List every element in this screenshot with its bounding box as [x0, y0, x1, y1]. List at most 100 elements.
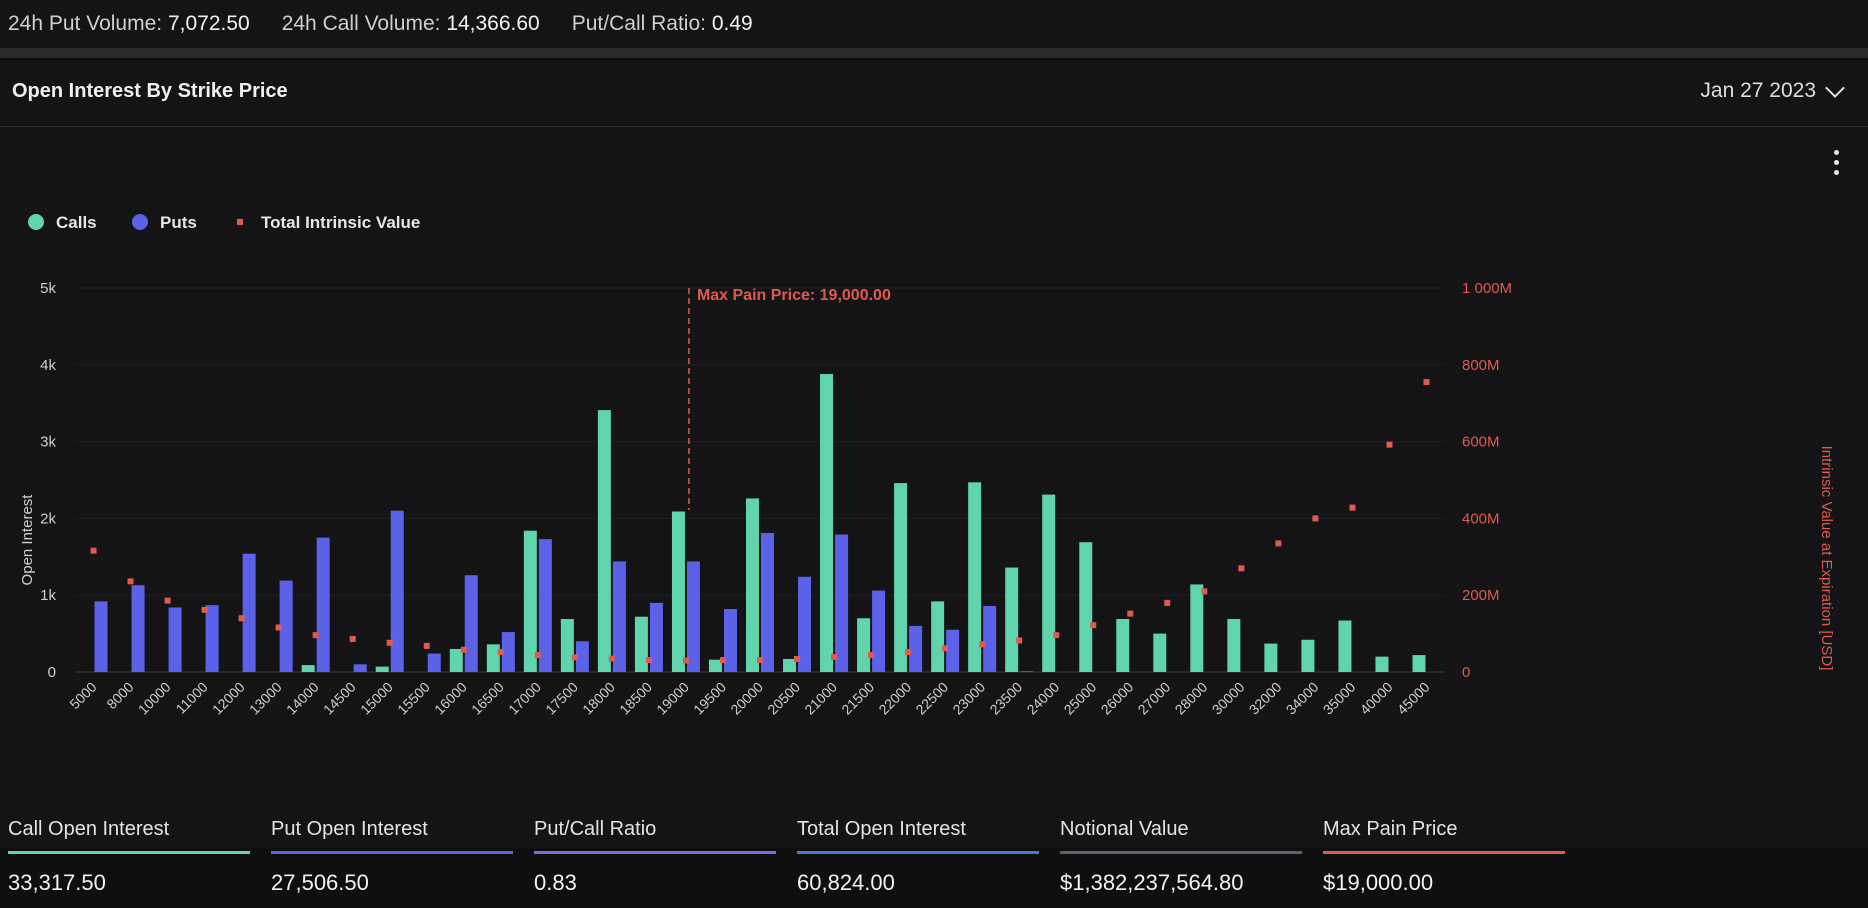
- expiry-date-dropdown[interactable]: Jan 27 2023: [1700, 78, 1845, 103]
- calls-bar[interactable]: [783, 658, 797, 672]
- intrinsic-point[interactable]: [423, 642, 430, 649]
- intrinsic-point[interactable]: [1201, 588, 1208, 595]
- calls-bar[interactable]: [597, 410, 611, 672]
- legend-puts-marker[interactable]: [132, 214, 148, 230]
- intrinsic-point[interactable]: [1312, 515, 1319, 522]
- calls-bar[interactable]: [1079, 542, 1093, 672]
- calls-bar[interactable]: [301, 665, 315, 672]
- legend-intrinsic-label[interactable]: Total Intrinsic Value: [261, 213, 420, 232]
- puts-bar[interactable]: [501, 632, 515, 672]
- intrinsic-point[interactable]: [349, 635, 356, 642]
- puts-bar[interactable]: [723, 609, 737, 672]
- intrinsic-point[interactable]: [460, 646, 467, 653]
- intrinsic-point[interactable]: [1386, 441, 1393, 448]
- puts-bar[interactable]: [168, 607, 182, 672]
- puts-bar[interactable]: [464, 575, 478, 672]
- calls-bar[interactable]: [1227, 619, 1241, 672]
- puts-bar[interactable]: [427, 653, 441, 672]
- legend-puts-label[interactable]: Puts: [160, 213, 197, 232]
- calls-bar[interactable]: [523, 530, 537, 672]
- intrinsic-point[interactable]: [1238, 565, 1245, 572]
- intrinsic-point[interactable]: [1053, 632, 1060, 639]
- calls-bar[interactable]: [820, 374, 834, 672]
- legend-calls-marker[interactable]: [28, 214, 44, 230]
- intrinsic-point[interactable]: [386, 639, 393, 646]
- calls-bar[interactable]: [560, 619, 574, 672]
- intrinsic-point[interactable]: [1090, 622, 1097, 629]
- calls-bar[interactable]: [857, 618, 871, 672]
- puts-bar[interactable]: [242, 553, 256, 672]
- calls-bar[interactable]: [1264, 643, 1278, 672]
- puts-bar[interactable]: [798, 576, 812, 672]
- legend-intrinsic-marker[interactable]: [237, 219, 243, 225]
- puts-bar[interactable]: [612, 561, 626, 672]
- intrinsic-point[interactable]: [979, 641, 986, 648]
- intrinsic-point[interactable]: [682, 657, 689, 664]
- calls-bar[interactable]: [375, 666, 389, 672]
- calls-bar[interactable]: [1338, 620, 1352, 672]
- intrinsic-point[interactable]: [164, 597, 171, 604]
- calls-bar[interactable]: [968, 482, 982, 672]
- intrinsic-point[interactable]: [534, 652, 541, 659]
- puts-bar[interactable]: [983, 605, 997, 672]
- puts-bar[interactable]: [390, 510, 404, 672]
- puts-bar[interactable]: [686, 561, 700, 672]
- calls-bar[interactable]: [1412, 655, 1426, 672]
- calls-bar[interactable]: [449, 648, 463, 672]
- calls-bar[interactable]: [708, 659, 722, 672]
- calls-bar[interactable]: [1042, 494, 1056, 672]
- intrinsic-point[interactable]: [312, 632, 319, 639]
- intrinsic-point[interactable]: [608, 655, 615, 662]
- intrinsic-point[interactable]: [90, 547, 97, 554]
- calls-bar[interactable]: [1190, 584, 1204, 672]
- intrinsic-point[interactable]: [127, 578, 134, 585]
- intrinsic-point[interactable]: [238, 615, 245, 622]
- puts-bar[interactable]: [538, 539, 552, 672]
- intrinsic-point[interactable]: [497, 649, 504, 656]
- calls-bar[interactable]: [634, 616, 648, 672]
- puts-bar[interactable]: [946, 629, 960, 672]
- puts-bar[interactable]: [131, 585, 145, 672]
- puts-bar[interactable]: [279, 580, 293, 672]
- calls-bar[interactable]: [1116, 619, 1130, 672]
- intrinsic-point[interactable]: [719, 657, 726, 664]
- intrinsic-point[interactable]: [757, 657, 763, 664]
- intrinsic-point[interactable]: [1423, 379, 1430, 386]
- puts-bar[interactable]: [909, 625, 923, 672]
- calls-bar[interactable]: [894, 483, 908, 672]
- intrinsic-point[interactable]: [275, 624, 282, 631]
- puts-bar[interactable]: [205, 605, 219, 672]
- calls-bar[interactable]: [671, 511, 685, 672]
- calls-bar[interactable]: [931, 601, 945, 672]
- intrinsic-point[interactable]: [1016, 637, 1023, 644]
- intrinsic-point[interactable]: [645, 657, 652, 664]
- puts-bar[interactable]: [872, 590, 886, 672]
- calls-bar[interactable]: [1375, 656, 1389, 672]
- puts-bar[interactable]: [835, 534, 849, 672]
- calls-bar[interactable]: [746, 498, 759, 672]
- puts-bar[interactable]: [94, 601, 108, 672]
- calls-bar[interactable]: [486, 644, 500, 672]
- intrinsic-point[interactable]: [571, 654, 578, 661]
- puts-bar[interactable]: [316, 537, 330, 672]
- intrinsic-point[interactable]: [201, 606, 208, 613]
- intrinsic-point[interactable]: [1349, 504, 1356, 511]
- intrinsic-point[interactable]: [942, 645, 949, 652]
- puts-bar[interactable]: [353, 664, 367, 672]
- puts-bar[interactable]: [575, 641, 589, 672]
- puts-bar[interactable]: [761, 532, 774, 672]
- intrinsic-point[interactable]: [1127, 610, 1134, 617]
- legend-calls-label[interactable]: Calls: [56, 213, 97, 232]
- more-options-icon[interactable]: [1834, 150, 1840, 175]
- puts-bar[interactable]: [649, 602, 663, 672]
- intrinsic-point[interactable]: [831, 654, 838, 661]
- calls-bar[interactable]: [1301, 639, 1315, 672]
- intrinsic-point[interactable]: [905, 649, 912, 656]
- intrinsic-point[interactable]: [1164, 599, 1171, 606]
- intrinsic-point[interactable]: [794, 655, 801, 662]
- intrinsic-point[interactable]: [1275, 540, 1282, 547]
- calls-bar[interactable]: [1153, 633, 1167, 672]
- puts-bar[interactable]: [1020, 671, 1034, 672]
- intrinsic-point[interactable]: [868, 652, 875, 659]
- calls-bar[interactable]: [1005, 567, 1019, 672]
